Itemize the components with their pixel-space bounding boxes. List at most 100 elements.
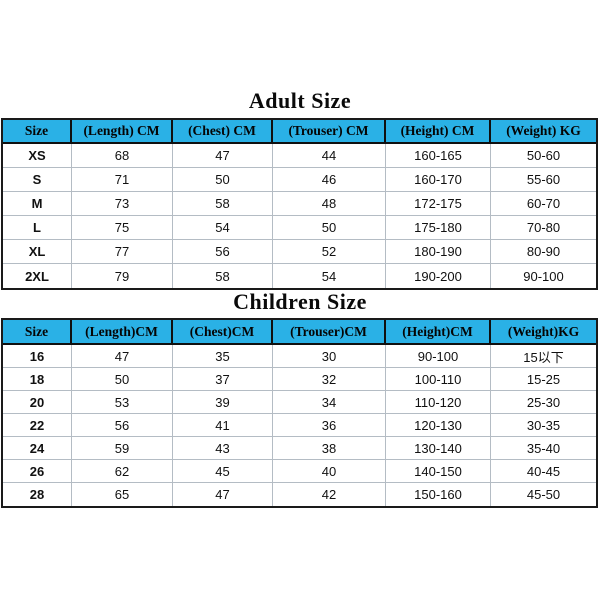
table-cell: 190-200 xyxy=(386,264,491,288)
size-cell: S xyxy=(3,168,72,192)
children-header-weight: (Weight)KG xyxy=(491,320,596,345)
table-cell: 15以下 xyxy=(491,345,596,368)
table-cell: 46 xyxy=(273,168,386,192)
table-row: 26 62 45 40 140-150 40-45 xyxy=(3,460,596,483)
table-cell: 90-100 xyxy=(523,268,564,284)
table-cell: 44 xyxy=(273,144,386,168)
size-cell: M xyxy=(3,192,72,216)
size-cell: 20 xyxy=(3,391,72,414)
table-cell: 160-165 xyxy=(386,144,491,168)
table-cell: 70-80 xyxy=(491,216,596,240)
children-size-title: Children Size xyxy=(233,289,367,314)
adult-header-size: Size xyxy=(3,120,72,144)
table-cell: 39 xyxy=(173,391,273,414)
table-cell: 75 xyxy=(72,216,173,240)
adult-size-title: Adult Size xyxy=(248,88,352,113)
table-cell: 59 xyxy=(72,437,173,460)
table-row: M 73 58 48 172-175 60-70 xyxy=(3,192,596,216)
table-row: 2XL 79 58 54 190-200 90-100 xyxy=(3,264,596,288)
table-cell: 54 xyxy=(273,264,386,288)
children-header-chest: (Chest)CM xyxy=(173,320,273,345)
table-cell: 47 xyxy=(173,144,273,168)
children-header-length: (Length)CM xyxy=(72,320,173,345)
table-cell: 35-40 xyxy=(491,437,596,460)
table-cell: 50 xyxy=(72,368,173,391)
table-row: 20 53 39 34 110-120 25-30 xyxy=(3,391,596,414)
table-cell: 48 xyxy=(273,192,386,216)
size-cell: 2XL xyxy=(3,264,72,288)
size-cell: 16 xyxy=(3,345,72,368)
table-cell: 38 xyxy=(273,437,386,460)
table-cell: 62 xyxy=(72,460,173,483)
table-cell: 25-30 xyxy=(491,391,596,414)
table-cell: 54 xyxy=(173,216,273,240)
table-cell: 37 xyxy=(173,368,273,391)
table-row: 28 65 47 42 150-160 45-50 xyxy=(3,483,596,506)
table-cell: 42 xyxy=(273,483,386,506)
table-cell: 160-170 xyxy=(386,168,491,192)
children-header-trouser: (Trouser)CM xyxy=(273,320,386,345)
table-cell: 30 xyxy=(273,345,386,368)
size-cell: 24 xyxy=(3,437,72,460)
table-cell: 56 xyxy=(173,240,273,264)
adult-header-weight: (Weight) KG xyxy=(491,120,596,144)
table-cell: 68 xyxy=(72,144,173,168)
table-cell: 52 xyxy=(273,240,386,264)
table-cell: 35 xyxy=(173,345,273,368)
table-cell: 45-50 xyxy=(526,487,561,502)
table-row: S 71 50 46 160-170 55-60 xyxy=(3,168,596,192)
adult-header-trouser: (Trouser) CM xyxy=(273,120,386,144)
adult-header-length: (Length) CM xyxy=(72,120,173,144)
table-cell: 34 xyxy=(273,391,386,414)
size-cell: 22 xyxy=(3,414,72,437)
table-cell: 53 xyxy=(72,391,173,414)
table-cell: 79 xyxy=(72,264,173,288)
children-header-row: Size (Length)CM (Chest)CM (Trouser)CM (H… xyxy=(3,320,596,345)
table-cell: 73 xyxy=(72,192,173,216)
table-cell: 172-175 xyxy=(386,192,491,216)
size-cell: L xyxy=(3,216,72,240)
table-cell: 50 xyxy=(273,216,386,240)
table-cell: 140-150 xyxy=(386,460,491,483)
table-cell: 110-120 xyxy=(386,391,491,414)
table-cell: 32 xyxy=(273,368,386,391)
adult-header-height: (Height) CM xyxy=(386,120,491,144)
table-cell: 50-60 xyxy=(491,144,596,168)
table-cell: 30-35 xyxy=(491,414,596,437)
table-cell: 47 xyxy=(72,345,173,368)
table-row: XS 68 47 44 160-165 50-60 xyxy=(3,144,596,168)
table-cell: 55-60 xyxy=(491,168,596,192)
table-cell: 36 xyxy=(273,414,386,437)
table-cell: 60-70 xyxy=(491,192,596,216)
size-cell: 28 xyxy=(3,483,72,506)
table-cell: 47 xyxy=(173,483,273,506)
table-cell: 180-190 xyxy=(386,240,491,264)
adult-header-chest: (Chest) CM xyxy=(173,120,273,144)
children-size-table: Size (Length)CM (Chest)CM (Trouser)CM (H… xyxy=(1,318,598,508)
size-cell: XL xyxy=(3,240,72,264)
table-cell: 65 xyxy=(72,483,173,506)
table-cell: 120-130 xyxy=(386,414,491,437)
size-cell: XS xyxy=(3,144,72,168)
table-row: 18 50 37 32 100-110 15-25 xyxy=(3,368,596,391)
size-cell: 26 xyxy=(3,460,72,483)
table-cell: 130-140 xyxy=(386,437,491,460)
table-cell: 41 xyxy=(173,414,273,437)
table-cell: 58 xyxy=(173,264,273,288)
table-cell: 80-90 xyxy=(491,240,596,264)
table-row: 22 56 41 36 120-130 30-35 xyxy=(3,414,596,437)
table-cell: 45 xyxy=(173,460,273,483)
table-cell: 90-100 xyxy=(386,345,491,368)
table-cell: 175-180 xyxy=(386,216,491,240)
table-cell: 77 xyxy=(72,240,173,264)
table-cell: 56 xyxy=(72,414,173,437)
table-row: 16 47 35 30 90-100 15以下 xyxy=(3,345,596,368)
table-cell: 40 xyxy=(273,460,386,483)
children-header-size: Size xyxy=(3,320,72,345)
table-cell: 150-160 xyxy=(386,483,491,506)
adult-header-row: Size (Length) CM (Chest) CM (Trouser) CM… xyxy=(3,120,596,144)
size-cell: 18 xyxy=(3,368,72,391)
table-cell: 50 xyxy=(173,168,273,192)
children-header-height: (Height)CM xyxy=(386,320,491,345)
